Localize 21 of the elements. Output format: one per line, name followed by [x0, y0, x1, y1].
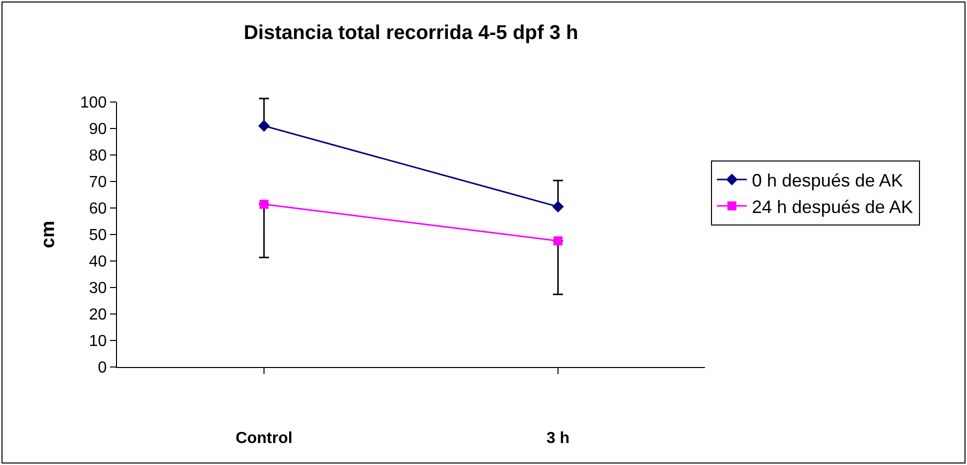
y-tick-label: 0: [98, 360, 107, 377]
y-tick-label: 70: [89, 174, 107, 192]
y-axis-title: cm: [38, 220, 59, 248]
y-tick-label: 40: [89, 254, 107, 271]
point: [552, 200, 564, 213]
point: [260, 200, 268, 209]
chart-title: Distancia total recorrida 4-5 dpf 3 h: [244, 22, 578, 44]
legend-label: 24 h después de AK: [752, 196, 914, 217]
x-tick-label: 3 h: [546, 430, 570, 448]
y-tick-label: 10: [89, 333, 107, 350]
point: [554, 236, 562, 246]
y-tick-label: 80: [89, 148, 107, 165]
y-tick-label: 20: [89, 306, 107, 324]
y-tick-label: 50: [89, 227, 107, 244]
y-tick-label: 100: [80, 94, 107, 112]
x-tick-label: Control: [236, 430, 292, 448]
y-tick-label: 30: [89, 280, 107, 298]
y-tick-label: 60: [89, 200, 107, 218]
y-tick-label: 90: [89, 121, 107, 138]
legend-label: 0 h después de AK: [752, 170, 904, 191]
point: [258, 120, 270, 132]
